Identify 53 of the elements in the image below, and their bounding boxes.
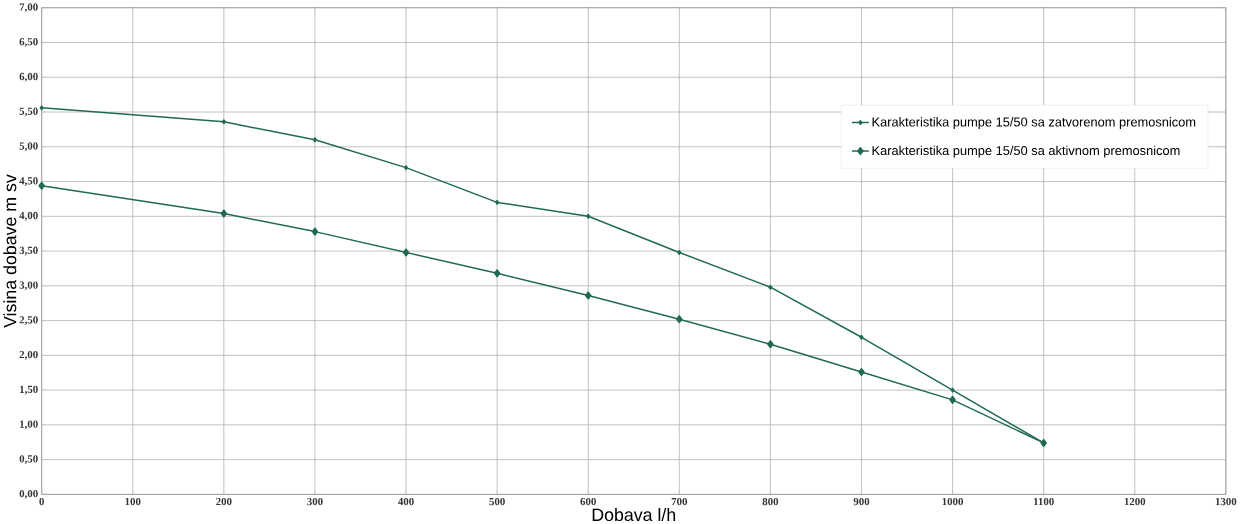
x-tick-label: 300 xyxy=(307,497,323,506)
point xyxy=(949,395,956,404)
x-tick-label: 1100 xyxy=(1033,497,1054,506)
point xyxy=(311,227,319,236)
y-tick-label: 4,50 xyxy=(19,176,38,186)
y-tick-label: 1,00 xyxy=(20,420,38,430)
x-tick-label: 500 xyxy=(489,497,505,506)
x-axis-title: Dobava l/h xyxy=(592,507,676,521)
point xyxy=(768,284,773,290)
point xyxy=(677,249,682,255)
point xyxy=(220,209,228,218)
point xyxy=(586,213,591,219)
y-tick-label: 5,00 xyxy=(19,142,38,152)
point xyxy=(495,199,500,205)
x-tick-label: 1300 xyxy=(1215,497,1237,506)
x-tick-label: 600 xyxy=(580,497,596,506)
y-tick-label: 5,50 xyxy=(19,107,38,117)
x-tick-label: 200 xyxy=(216,497,232,506)
point xyxy=(859,334,864,340)
y-tick-label: 3,00 xyxy=(19,281,38,291)
x-tick-label: 900 xyxy=(853,497,870,506)
point xyxy=(584,291,592,300)
y-tick-label: 7,00 xyxy=(19,3,38,12)
x-tick-label: 400 xyxy=(398,497,414,506)
y-tick-label: 0,00 xyxy=(19,489,38,499)
point xyxy=(39,105,44,111)
point xyxy=(493,269,501,278)
legend-label: Karakteristika pumpe 15/50 sa aktivnom premosnicom xyxy=(872,145,1180,158)
y-tick-label: 4,00 xyxy=(19,211,38,221)
point xyxy=(403,164,409,170)
y-tick-label: 6,00 xyxy=(19,72,38,82)
y-tick-label: 6,50 xyxy=(19,37,38,47)
point xyxy=(402,248,410,257)
x-tick-label: 700 xyxy=(671,497,688,506)
point xyxy=(38,181,45,190)
y-tick-label: 2,50 xyxy=(19,315,38,325)
x-tick-label: 800 xyxy=(762,497,779,506)
point xyxy=(221,119,226,125)
y-tick-label: 2,00 xyxy=(19,350,38,360)
y-tick-label: 3,50 xyxy=(19,246,38,256)
point xyxy=(950,387,955,393)
point xyxy=(676,314,683,324)
point xyxy=(858,367,865,376)
y-tick-label: 1,50 xyxy=(20,385,38,395)
x-tick-label: 1200 xyxy=(1124,497,1146,506)
x-tick-label: 0 xyxy=(39,497,44,506)
y-axis-title: Visina dobave m sv xyxy=(3,174,17,328)
y-tick-label: 0,50 xyxy=(19,455,38,464)
legend-label: Karakteristika pumpe 15/50 sa zatvorenom premosnicom xyxy=(872,116,1196,129)
x-tick-label: 1000 xyxy=(942,497,964,506)
x-tick-label: 100 xyxy=(125,497,141,506)
point xyxy=(312,137,318,143)
point xyxy=(767,339,774,349)
